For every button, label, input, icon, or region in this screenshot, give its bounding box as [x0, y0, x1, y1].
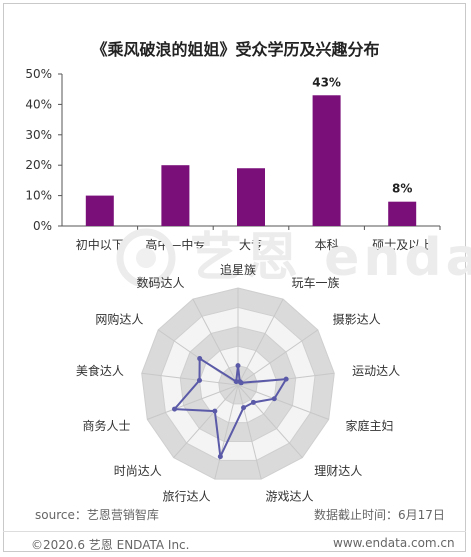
radar-spoke — [237, 384, 329, 420]
watermark-icon-core — [136, 248, 156, 268]
bar — [388, 201, 417, 226]
radar-point — [197, 356, 203, 362]
bar — [85, 195, 114, 226]
radar-point — [217, 454, 223, 460]
bar — [237, 168, 265, 226]
radar-point — [235, 363, 241, 369]
chart-frame — [3, 3, 466, 552]
data-label: 43% — [312, 75, 341, 89]
radar-spoke — [214, 384, 239, 480]
radar-point — [212, 408, 218, 414]
bar — [161, 165, 190, 226]
radar-axis-label: 旅行达人 — [162, 490, 210, 504]
radar-axis-label: 理财达人 — [314, 464, 362, 478]
radar-axis-label: 游戏达人 — [266, 490, 314, 504]
radar-axis-label: 数码达人 — [137, 275, 185, 290]
y-tick-label: 0% — [33, 219, 52, 233]
radar-point — [271, 396, 277, 402]
radar-point — [250, 399, 256, 405]
radar-spoke — [141, 372, 239, 386]
radar-axis-label: 网购达人 — [95, 312, 143, 327]
data-label: 8% — [392, 182, 412, 196]
radar-spoke — [237, 384, 262, 480]
chart-title: 《乘风破浪的姐姐》受众学历及兴趣分布 — [91, 40, 380, 59]
radar-point — [233, 379, 239, 385]
radar-axis-label: 摄影达人 — [333, 312, 381, 327]
x-tick-label: 高中—中专 — [145, 237, 205, 252]
footer-bar: ©2020.6 艺恩 ENDATA Inc. www.endata.com.cn — [3, 531, 466, 553]
y-tick-label: 20% — [25, 158, 52, 172]
radar-axis-label: 时尚达人 — [114, 464, 162, 478]
copyright-label: ©2020.6 艺恩 ENDATA Inc. — [31, 538, 190, 552]
source-label: source：艺恩营销智库 — [35, 508, 159, 522]
radar-point — [241, 405, 247, 411]
radar-point — [172, 406, 178, 412]
bar-chart: 0% 10% 20% 30% 40% 50% 初中以下 高中—中专 大专 本科 43% 硕士及以上 8% — [25, 67, 441, 252]
radar-spoke — [237, 384, 303, 458]
x-tick-label: 硕士及以上 — [372, 238, 432, 252]
radar-spoke — [237, 329, 319, 386]
y-tick-label: 10% — [25, 189, 52, 203]
radar-axis-label: 追星族 — [220, 262, 256, 277]
radar-series-line — [172, 356, 289, 461]
bar — [312, 95, 341, 226]
radar-axis-label: 玩车一族 — [291, 275, 339, 290]
y-tick-label: 30% — [25, 128, 52, 142]
x-tick-label: 本科 — [315, 238, 339, 252]
radar-spoke — [147, 384, 239, 420]
watermark-icon — [116, 228, 176, 288]
y-tick-label: 50% — [25, 67, 52, 81]
radar-axis-label: 家庭主妇 — [346, 418, 394, 433]
y-tick-label: 40% — [25, 97, 52, 111]
radar-spoke — [173, 384, 239, 458]
website-label: www.endata.com.cn — [333, 536, 455, 550]
radar-axis-label: 运动达人 — [352, 364, 400, 378]
data-cutoff-label: 数据截止时间：6月17日 — [314, 508, 445, 522]
radar-axis-label: 美食达人 — [76, 363, 124, 378]
radar-axis-label: 商务人士 — [82, 418, 130, 433]
x-tick-label: 大专 — [239, 237, 263, 252]
radar-point — [283, 376, 289, 382]
radar-point — [238, 380, 244, 386]
radar-spoke — [192, 298, 239, 386]
radar-point — [196, 377, 202, 383]
watermark-text: 艺恩 endata — [190, 228, 471, 288]
radar-spoke — [237, 298, 284, 386]
x-tick-label: 初中以下 — [76, 237, 124, 252]
